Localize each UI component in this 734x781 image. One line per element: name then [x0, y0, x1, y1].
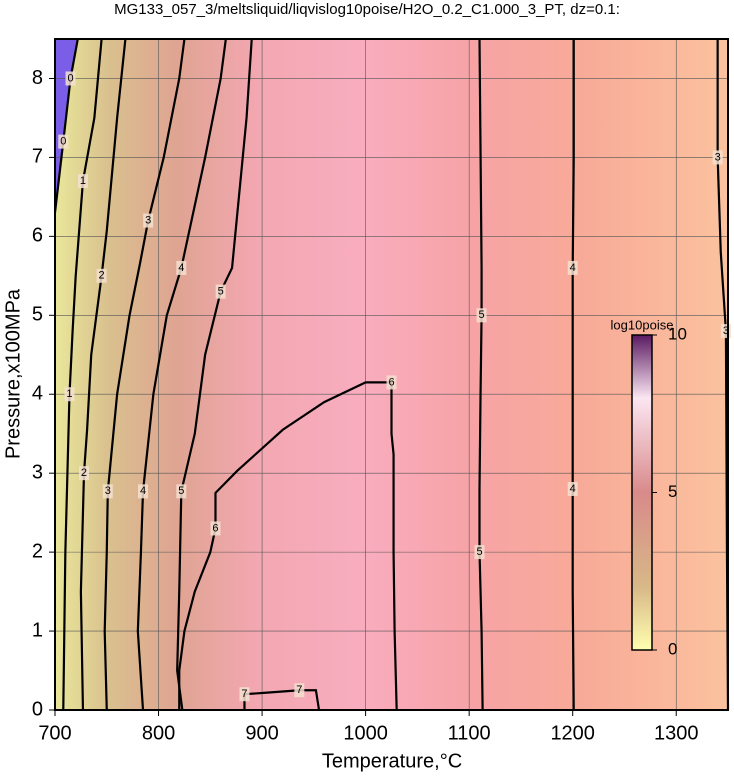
x-tick-label: 1300: [654, 722, 699, 744]
contour-label: 1: [66, 388, 72, 400]
contour-line: [176, 38, 253, 711]
contour-line: [103, 38, 186, 711]
colorbar-label: log10poise: [611, 317, 674, 332]
contour-line: [178, 381, 398, 711]
contour-label-bg: [386, 375, 397, 390]
contour-label: 4: [570, 483, 576, 495]
y-tick-label: 0: [32, 698, 43, 720]
contour-label-bg: [138, 484, 149, 499]
contour-label-bg: [143, 213, 154, 228]
contour-line: [62, 38, 103, 711]
chart-title: MG133_057_3/meltsliquid/liqvislog10poise…: [114, 1, 620, 18]
x-tick-label: 1200: [550, 722, 595, 744]
contour-label-bg: [96, 268, 107, 283]
contour-label-bg: [567, 481, 578, 496]
y-tick-label: 5: [32, 304, 43, 326]
contour-label-bg: [712, 150, 723, 165]
contour-label: 2: [99, 270, 105, 282]
contour-label-bg: [215, 284, 226, 299]
plot-frame: [54, 38, 729, 711]
contour-label-bg: [720, 324, 731, 339]
contour-label: 4: [140, 485, 146, 497]
contour-label-bg: [65, 71, 76, 86]
y-axis-label: Pressure,x100MPa: [2, 288, 24, 459]
contour-label: 3: [105, 485, 111, 497]
contour-label-bg: [77, 174, 88, 189]
contour-label: 0: [60, 136, 66, 148]
contour-label: 7: [241, 688, 247, 700]
contour-label-bg: [78, 466, 89, 481]
y-tick-label: 7: [32, 146, 43, 168]
contour-label: 3: [145, 214, 151, 226]
x-tick-label: 700: [38, 722, 71, 744]
contour-line: [79, 38, 127, 711]
y-tick-label: 1: [32, 619, 43, 641]
y-tick-label: 4: [32, 383, 43, 405]
contour-label-bg: [176, 484, 187, 499]
contour-label-bg: [567, 260, 578, 275]
contour-line: [571, 39, 575, 711]
contour-label: 5: [178, 485, 184, 497]
y-tick-label: 2: [32, 540, 43, 562]
colorbar-tick-label: 10: [668, 324, 687, 343]
contour-label: 0: [67, 72, 73, 84]
contour-label: 6: [212, 522, 218, 534]
contour-label-bg: [476, 308, 487, 323]
low-region: [55, 39, 78, 213]
background: [55, 39, 728, 710]
contour-label-bg: [294, 683, 305, 698]
contour-label-bg: [210, 521, 221, 536]
contour-label: 7: [296, 684, 302, 696]
x-axis-label: Temperature,°C: [322, 750, 462, 772]
contour-label-bg: [64, 387, 75, 402]
contour-label: 5: [218, 286, 224, 298]
colorbar-tick-label: 5: [668, 482, 677, 501]
contour-label: 2: [81, 467, 87, 479]
y-tick-label: 6: [32, 225, 43, 247]
contour-label: 3: [715, 151, 721, 163]
contour-label-bg: [239, 687, 250, 702]
contour-line: [53, 38, 79, 213]
contour-label: 5: [476, 546, 482, 558]
y-tick-label: 8: [32, 67, 43, 89]
contour-line: [716, 39, 730, 711]
contour-label: 6: [388, 376, 394, 388]
y-tick-label: 3: [32, 461, 43, 483]
colorbar: [631, 334, 653, 651]
contour-label-bg: [102, 484, 113, 499]
x-tick-label: 900: [245, 722, 278, 744]
contour-label-bg: [474, 545, 485, 560]
x-tick-label: 1000: [343, 722, 388, 744]
contour-line: [478, 38, 484, 711]
contour-label: 5: [479, 309, 485, 321]
contour-label: 4: [570, 262, 576, 274]
contour-label-bg: [176, 260, 187, 275]
contour-label: 4: [178, 262, 184, 274]
colorbar-tick-label: 0: [668, 639, 677, 658]
x-tick-label: 800: [142, 722, 175, 744]
contour-label-bg: [58, 134, 69, 149]
contour-label: 1: [80, 175, 86, 187]
x-tick-label: 1100: [448, 722, 491, 744]
contour-label: 3: [723, 325, 729, 337]
contour-line: [136, 38, 227, 711]
